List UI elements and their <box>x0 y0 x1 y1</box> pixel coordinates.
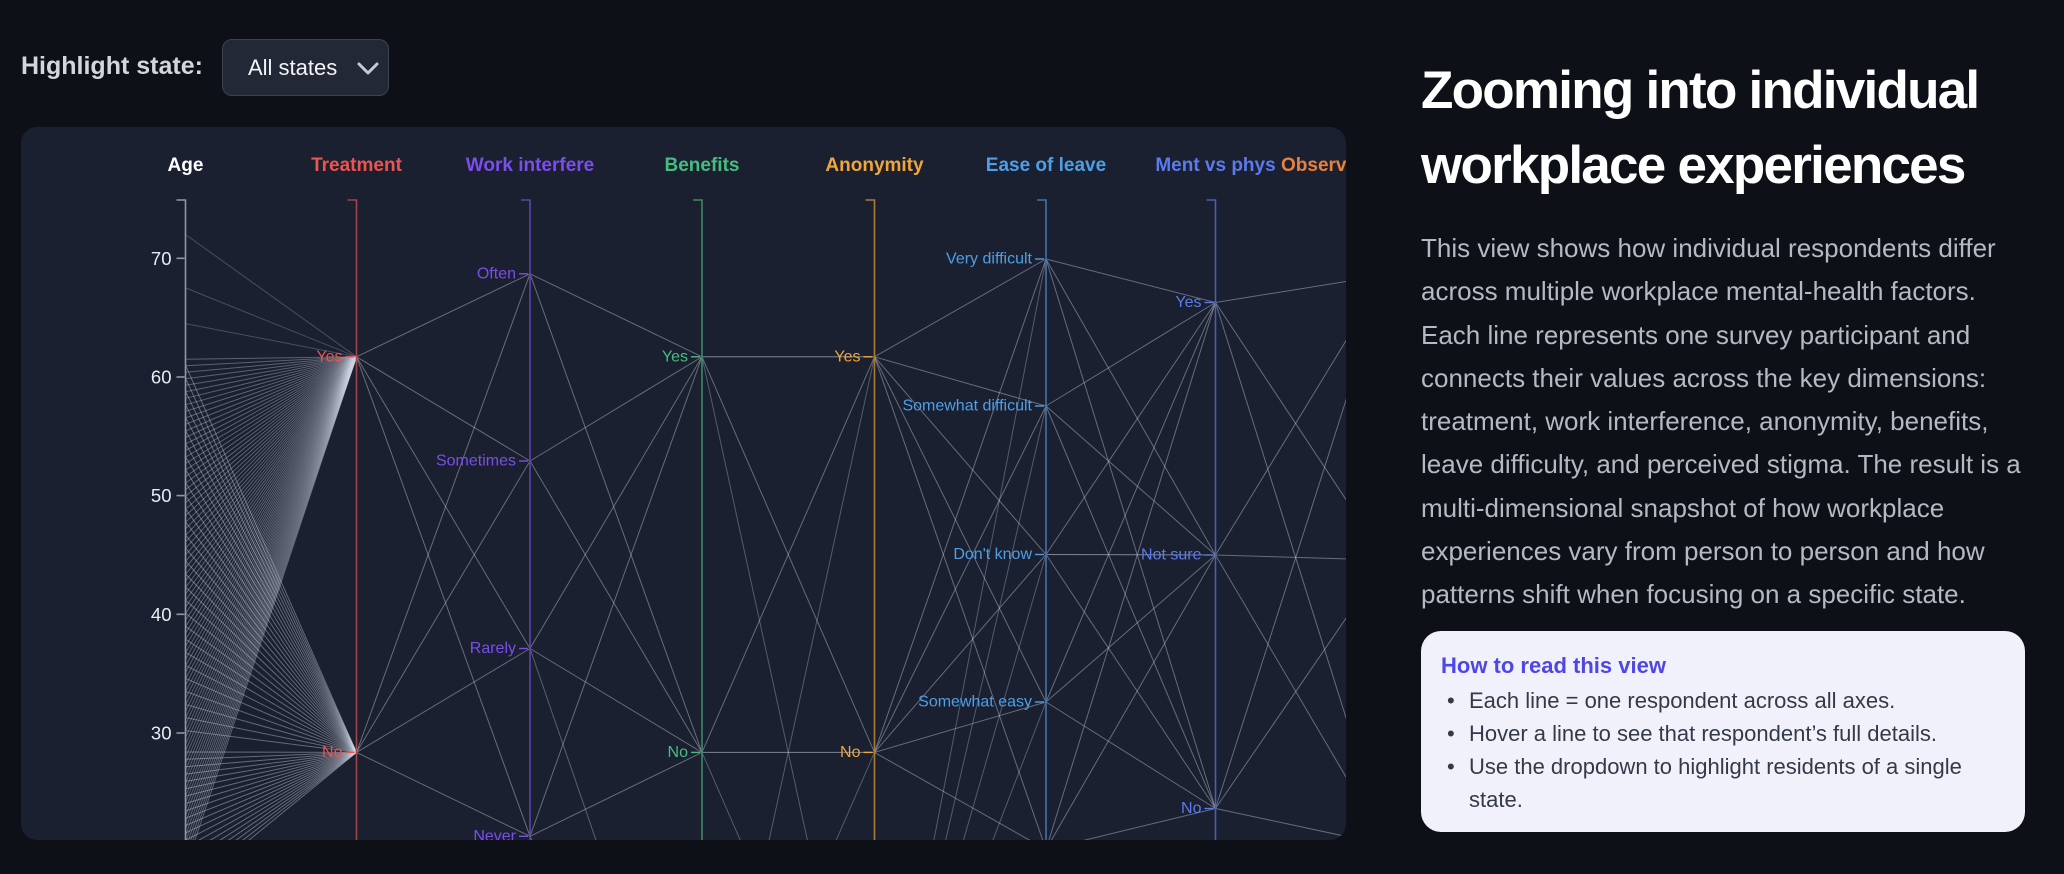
svg-text:Yes: Yes <box>1175 294 1201 311</box>
svg-text:Work interfere: Work interfere <box>466 155 594 176</box>
svg-text:Yes: Yes <box>662 348 688 365</box>
svg-text:Anonymity: Anonymity <box>825 155 924 176</box>
svg-text:Never: Never <box>473 828 516 840</box>
svg-text:No: No <box>840 744 861 761</box>
svg-text:Somewhat easy: Somewhat easy <box>918 694 1032 711</box>
svg-text:60: 60 <box>151 367 172 388</box>
svg-text:Yes: Yes <box>834 348 860 365</box>
svg-text:40: 40 <box>151 604 172 625</box>
svg-text:No: No <box>1181 800 1202 817</box>
svg-text:No: No <box>668 744 689 761</box>
svg-text:Don't know: Don't know <box>953 546 1032 563</box>
svg-text:Observed conseq: Observed conseq <box>1281 155 1346 176</box>
svg-text:Somewhat difficult: Somewhat difficult <box>902 398 1032 415</box>
svg-text:Very difficult: Very difficult <box>946 251 1033 268</box>
svg-text:Often: Often <box>477 265 516 282</box>
svg-text:Treatment: Treatment <box>311 155 402 176</box>
svg-text:Ease of leave: Ease of leave <box>986 155 1106 176</box>
svg-text:Yes: Yes <box>316 348 342 365</box>
svg-text:70: 70 <box>151 248 172 269</box>
svg-text:Rarely: Rarely <box>470 640 516 657</box>
svg-text:Benefits: Benefits <box>665 155 740 176</box>
svg-text:50: 50 <box>151 485 172 506</box>
svg-text:Sometimes: Sometimes <box>436 453 516 470</box>
svg-text:30: 30 <box>151 723 172 744</box>
svg-text:No: No <box>322 744 343 761</box>
svg-text:Ment vs phys: Ment vs phys <box>1155 155 1275 176</box>
svg-text:Age: Age <box>168 155 204 176</box>
svg-text:Not sure: Not sure <box>1141 547 1202 564</box>
